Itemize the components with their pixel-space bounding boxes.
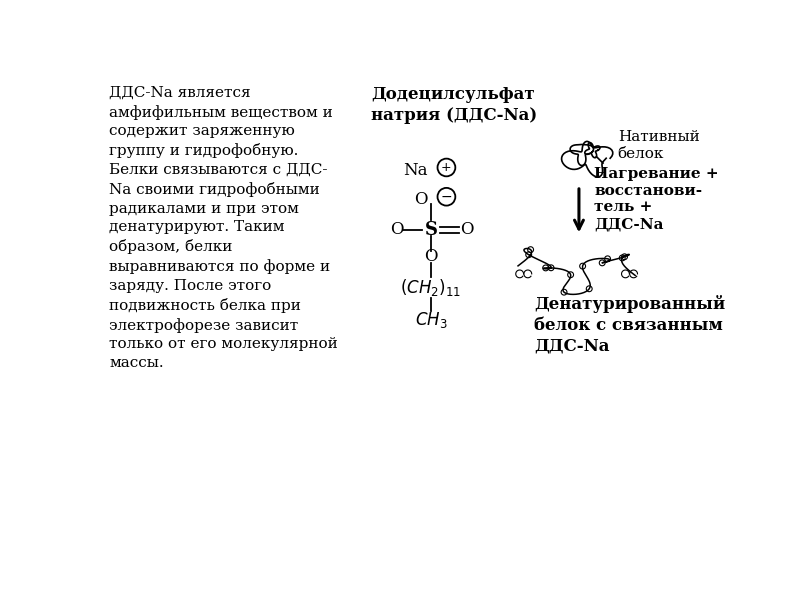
Text: +: + bbox=[441, 161, 452, 174]
Text: −: − bbox=[441, 190, 452, 204]
Text: $(CH_2)_{11}$: $(CH_2)_{11}$ bbox=[401, 277, 462, 298]
Text: O: O bbox=[414, 191, 428, 208]
Text: O: O bbox=[390, 221, 403, 238]
Text: O: O bbox=[460, 221, 474, 238]
Text: Денатурированный
белок с связанным
ДДС-Na: Денатурированный белок с связанным ДДС-N… bbox=[534, 295, 725, 355]
Text: ДДС-Na является
амфифильным веществом и
содержит заряженную
группу и гидрофобную: ДДС-Na является амфифильным веществом и … bbox=[110, 86, 338, 370]
Text: $CH_3$: $CH_3$ bbox=[414, 310, 447, 330]
Text: Нативный
белок: Нативный белок bbox=[618, 130, 699, 161]
Text: S: S bbox=[425, 221, 438, 239]
Text: Na: Na bbox=[403, 162, 428, 179]
Text: Нагревание +
восстанови-
тель +
ДДС-Na: Нагревание + восстанови- тель + ДДС-Na bbox=[594, 167, 719, 231]
Text: O: O bbox=[424, 248, 438, 265]
Text: Додецилсульфат
натрия (ДДС-Na): Додецилсульфат натрия (ДДС-Na) bbox=[371, 86, 538, 124]
